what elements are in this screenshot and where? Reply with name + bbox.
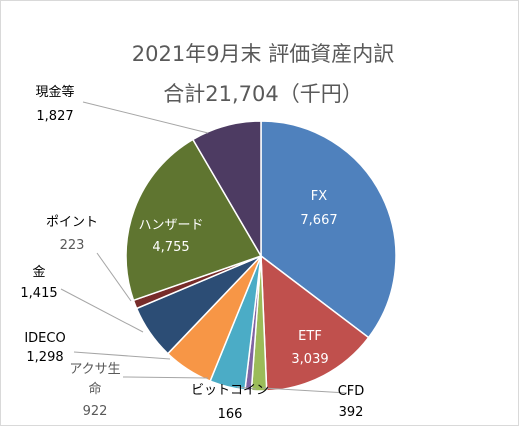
slice-label-value-8: 4,755 <box>152 240 189 255</box>
slice-label-value-5: 1,298 <box>26 350 63 365</box>
slice-0 <box>260 120 397 339</box>
leader-line-6 <box>60 288 144 333</box>
leader-line-9 <box>82 101 209 134</box>
leader-line-5 <box>73 351 171 360</box>
slice-label-value-0: 7,667 <box>300 213 337 228</box>
slice-label-value-4: 922 <box>83 404 108 419</box>
slice-label-value-2: 392 <box>339 405 364 420</box>
slice-label-name-4: アクサ生 <box>69 362 120 377</box>
leader-line-2 <box>262 387 348 394</box>
slice-label-name-2: CFD <box>338 384 365 399</box>
chart-subtitle: 合計21,704（千円） <box>163 82 362 106</box>
slice-1 <box>260 254 370 392</box>
slice-label-value-7: 223 <box>60 238 85 253</box>
leader-lines <box>60 101 348 394</box>
slice-label-name-cont-4: 命 <box>88 381 101 397</box>
slice-label-value-3: 166 <box>218 407 243 422</box>
leader-line-7 <box>96 252 132 302</box>
chart-title: 2021年9月末 評価資産内訳 <box>132 42 394 66</box>
slice-label-name-0: FX <box>311 189 327 204</box>
slice-9 <box>191 120 262 259</box>
leader-line-4 <box>122 376 209 379</box>
slice-8 <box>125 138 263 302</box>
slice-label-name-6: 金 <box>32 264 45 280</box>
leader-line-3 <box>236 386 257 390</box>
slice-label-value-1: 3,039 <box>291 352 328 367</box>
slice-label-name-3: ビットコイン <box>191 383 269 398</box>
slice-label-name-5: IDECO <box>24 331 65 346</box>
slice-label-name-7: ポイント <box>46 215 98 230</box>
slice-label-value-9: 1,827 <box>36 109 73 124</box>
slice-label-value-6: 1,415 <box>20 286 57 301</box>
slice-label-name-8: ハンザード <box>138 218 203 233</box>
pie-slices <box>125 120 397 392</box>
slice-label-name-9: 現金等 <box>35 84 74 100</box>
slice-label-name-1: ETF <box>298 329 322 344</box>
